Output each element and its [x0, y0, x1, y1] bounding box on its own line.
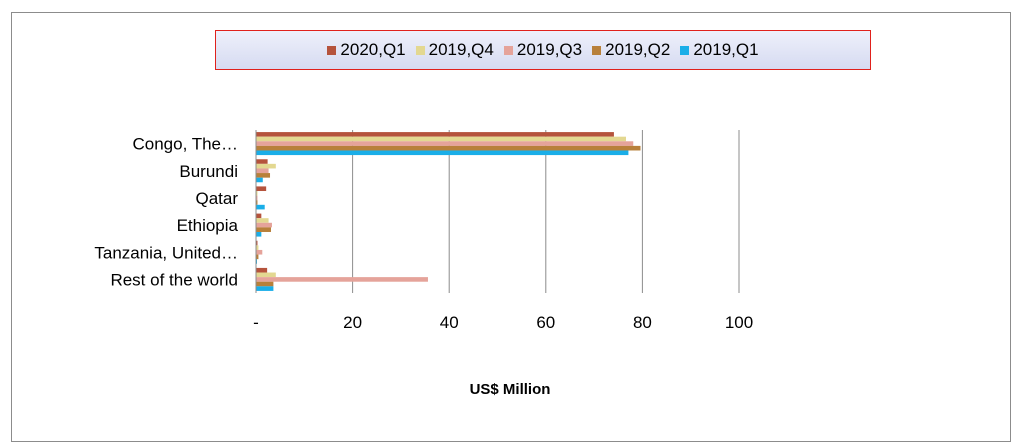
bar — [256, 245, 259, 250]
category-label: Rest of the world — [110, 270, 238, 289]
legend-swatch — [592, 45, 602, 55]
bar — [256, 163, 276, 169]
legend-label: 2019,Q3 — [516, 40, 583, 59]
bar — [256, 227, 271, 232]
legend-label: 2019,Q4 — [428, 40, 494, 59]
category-label: Ethiopia — [177, 216, 239, 235]
legend-item: 2019,Q4 — [415, 40, 494, 60]
bar — [256, 186, 267, 192]
legend-swatch — [327, 45, 337, 55]
bar — [256, 277, 428, 282]
bar — [256, 281, 274, 287]
bar — [256, 249, 263, 255]
bar — [256, 204, 265, 210]
x-tick-label: 40 — [440, 313, 459, 332]
bar — [256, 267, 268, 273]
bar — [256, 141, 634, 146]
legend-swatch — [680, 45, 690, 55]
bar — [256, 168, 269, 174]
x-tick-label: 60 — [536, 313, 555, 332]
legend-label: 2019,Q2 — [605, 40, 671, 59]
category-label: Tanzania, United… — [94, 243, 238, 262]
legend-label: 2020,Q1 — [340, 40, 406, 59]
bar — [256, 200, 258, 205]
bar — [256, 191, 258, 196]
legend: 2020,Q1 2019,Q4 2019,Q3 2019,Q2 2019,Q1 — [215, 30, 871, 70]
category-label: Congo, The… — [132, 135, 238, 154]
bar — [256, 272, 276, 278]
bar — [256, 177, 263, 183]
bar — [256, 195, 258, 201]
bar — [256, 132, 614, 137]
bar — [256, 213, 262, 219]
x-tick-label: 20 — [343, 313, 362, 332]
bar — [256, 231, 262, 237]
legend-item: 2020,Q1 — [327, 40, 406, 60]
bar — [256, 145, 641, 151]
bar — [256, 218, 269, 223]
bar — [256, 240, 258, 246]
legend-swatch — [503, 45, 513, 55]
legend-label: 2019,Q1 — [693, 40, 759, 59]
x-tick-label: 100 — [725, 313, 753, 332]
legend-item: 2019,Q2 — [592, 40, 670, 60]
bar — [256, 254, 259, 260]
legend-swatch — [415, 45, 425, 55]
x-tick-label: - — [253, 313, 259, 332]
legend-item: 2019,Q1 — [680, 40, 759, 60]
bar — [256, 136, 626, 142]
legend-item: 2019,Q3 — [503, 40, 583, 60]
chart-frame — [11, 12, 1011, 442]
bar — [256, 286, 274, 291]
category-label: Burundi — [179, 162, 238, 181]
x-tick-label: 80 — [633, 313, 652, 332]
category-label: Qatar — [195, 189, 238, 208]
bar — [256, 259, 257, 264]
bar — [256, 173, 271, 178]
bar — [256, 150, 629, 156]
bar — [256, 159, 268, 164]
bar — [256, 222, 272, 228]
x-axis-title: US$ Million — [470, 381, 551, 398]
